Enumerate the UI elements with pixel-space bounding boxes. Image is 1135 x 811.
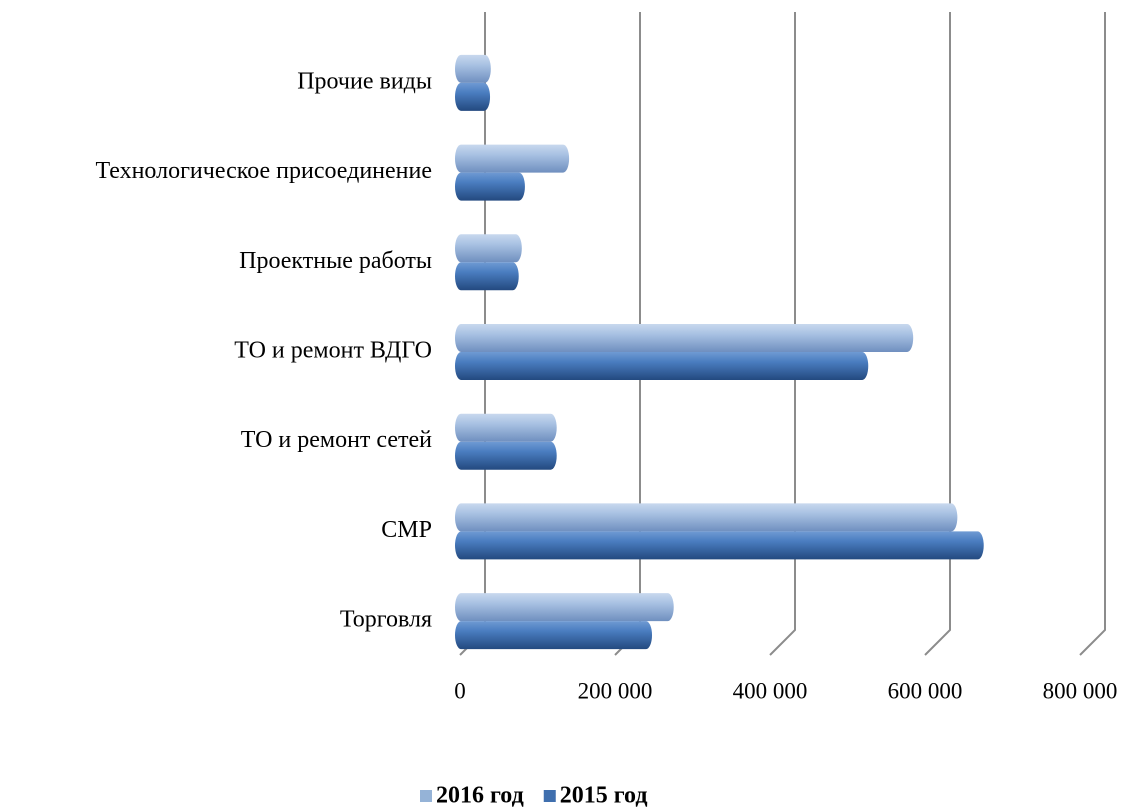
- y-tick-label: Технологическое присоединение: [96, 158, 433, 184]
- bar: [455, 262, 519, 291]
- bar: [455, 413, 557, 442]
- bar: [455, 441, 557, 470]
- bar: [455, 82, 491, 111]
- bar: [455, 531, 984, 560]
- bar: [454, 503, 958, 532]
- x-tick-label: 0: [454, 678, 466, 703]
- legend-label: 2016 год: [436, 783, 524, 809]
- grid-line: [769, 12, 796, 656]
- bar: [455, 144, 570, 173]
- y-tick-label: ТО и ремонт ВДГО: [234, 338, 432, 364]
- y-tick-label: Торговля: [340, 607, 432, 633]
- y-tick-label: СМР: [381, 517, 432, 543]
- bar: [455, 172, 525, 201]
- legend-swatch: [543, 790, 556, 802]
- grid-line: [924, 12, 951, 656]
- bar: [455, 352, 869, 380]
- bar: [455, 234, 522, 263]
- y-tick-label: Проектные работы: [239, 248, 432, 274]
- bar: [455, 324, 914, 352]
- bar: [455, 54, 491, 83]
- x-tick-label: 400 000: [733, 678, 808, 703]
- x-tick-label: 200 000: [578, 678, 653, 703]
- x-tick-label: 600 000: [888, 678, 963, 703]
- bar: [455, 621, 653, 650]
- bar: [455, 593, 674, 622]
- grid-line: [1079, 12, 1106, 656]
- x-tick-label: 800 000: [1043, 678, 1118, 703]
- legend-swatch: [420, 790, 432, 802]
- legend-label: 2015 год: [560, 783, 648, 809]
- y-tick-label: Прочие виды: [297, 68, 432, 94]
- y-tick-label: ТО и ремонт сетей: [241, 427, 432, 453]
